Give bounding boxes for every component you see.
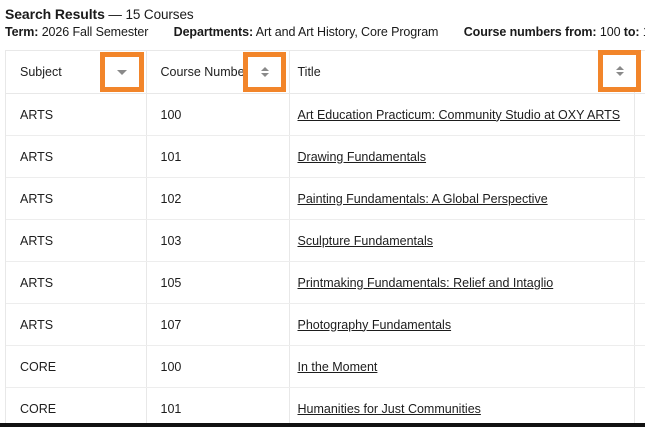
- results-table: Subject Course Number Title: [6, 51, 645, 427]
- table-row[interactable]: CORE 101 Humanities for Just Communities: [6, 387, 645, 427]
- results-table-wrapper: Subject Course Number Title: [5, 50, 645, 427]
- cell-title: Sculpture Fundamentals: [289, 219, 635, 262]
- cell-spacer: [634, 261, 645, 304]
- course-title-link[interactable]: Photography Fundamentals: [297, 317, 452, 332]
- chevron-up-part: [260, 67, 269, 71]
- table-row[interactable]: ARTS 100 Art Education Practicum: Commun…: [6, 93, 645, 136]
- criteria-number-to-label: to:: [623, 25, 640, 39]
- course-title-link[interactable]: Drawing Fundamentals: [297, 149, 427, 164]
- chevron-up-down-icon: [260, 67, 269, 77]
- sort-button-subject[interactable]: [100, 52, 144, 92]
- cell-title: Drawing Fundamentals: [289, 135, 635, 178]
- column-header-title-label: Title: [297, 65, 321, 79]
- cell-spacer: [634, 135, 645, 178]
- table-row[interactable]: ARTS 105 Printmaking Fundamentals: Relie…: [6, 261, 645, 304]
- cell-subject: ARTS: [6, 261, 147, 304]
- viewport-bottom-edge: [0, 423, 645, 427]
- chevron-down-part: [615, 72, 624, 76]
- criteria-number-from-label: Course numbers from:: [463, 25, 597, 39]
- chevron-down-part: [260, 73, 269, 77]
- cell-subject: ARTS: [6, 219, 147, 262]
- cell-course-number: 107: [146, 303, 290, 346]
- cell-subject: ARTS: [6, 303, 147, 346]
- chevron-up-part: [615, 66, 624, 70]
- cell-course-number: 100: [146, 345, 290, 388]
- table-row[interactable]: ARTS 107 Photography Fundamentals: [6, 303, 645, 346]
- search-criteria: Term: 2026 Fall Semester Departments: Ar…: [5, 24, 645, 41]
- cell-title: Humanities for Just Communities: [289, 387, 635, 427]
- page-title: Search Results — 15 Courses: [5, 6, 645, 23]
- cell-subject: ARTS: [6, 177, 147, 220]
- criteria-departments-value: Art and Art History, Core Program: [255, 25, 439, 39]
- cell-title: In the Moment: [289, 345, 635, 388]
- cell-subject: ARTS: [6, 93, 147, 136]
- course-title-link[interactable]: In the Moment: [297, 359, 378, 374]
- cell-course-number: 100: [146, 93, 290, 136]
- table-row[interactable]: ARTS 103 Sculpture Fundamentals: [6, 219, 645, 262]
- cell-spacer: [634, 303, 645, 346]
- criteria-term-value: 2026 Fall Semester: [41, 25, 149, 39]
- cell-subject: CORE: [6, 387, 147, 427]
- page-title-label: Search Results: [5, 6, 105, 22]
- criteria-departments: Departments: Art and Art History, Core P…: [174, 25, 442, 39]
- cell-title: Art Education Practicum: Community Studi…: [289, 93, 635, 136]
- table-row[interactable]: ARTS 101 Drawing Fundamentals: [6, 135, 645, 178]
- cell-course-number: 101: [146, 135, 290, 178]
- cell-spacer: [634, 345, 645, 388]
- cell-course-number: 101: [146, 387, 290, 427]
- cell-title: Painting Fundamentals: A Global Perspect…: [289, 177, 635, 220]
- course-title-link[interactable]: Painting Fundamentals: A Global Perspect…: [297, 191, 548, 206]
- table-row[interactable]: ARTS 102 Painting Fundamentals: A Global…: [6, 177, 645, 220]
- column-header-title[interactable]: Title: [289, 51, 635, 94]
- cell-subject: ARTS: [6, 135, 147, 178]
- cell-course-number: 102: [146, 177, 290, 220]
- cell-title: Printmaking Fundamentals: Relief and Int…: [289, 261, 635, 304]
- table-body: ARTS 100 Art Education Practicum: Commun…: [6, 93, 645, 427]
- criteria-term-label: Term:: [5, 25, 39, 39]
- criteria-departments-label: Departments:: [173, 25, 254, 39]
- search-summary: Search Results — 15 Courses Term: 2026 F…: [5, 6, 645, 41]
- cell-spacer: [634, 177, 645, 220]
- course-title-link[interactable]: Art Education Practicum: Community Studi…: [297, 107, 621, 122]
- column-header-subject-label: Subject: [20, 65, 62, 79]
- cell-spacer: [634, 93, 645, 136]
- cell-subject: CORE: [6, 345, 147, 388]
- course-title-link[interactable]: Sculpture Fundamentals: [297, 233, 434, 248]
- sort-button-course-number[interactable]: [243, 52, 286, 92]
- cell-spacer: [634, 387, 645, 427]
- course-title-link[interactable]: Printmaking Fundamentals: Relief and Int…: [297, 275, 554, 290]
- criteria-term: Term: 2026 Fall Semester: [5, 25, 152, 39]
- criteria-number-to-value: 120: [643, 25, 645, 39]
- column-header-course-number-label: Course Number: [160, 65, 249, 79]
- cell-course-number: 105: [146, 261, 290, 304]
- course-title-link[interactable]: Humanities for Just Communities: [297, 401, 481, 416]
- result-count: 15 Courses: [125, 7, 194, 22]
- cell-spacer: [634, 219, 645, 262]
- caret-down-icon: [117, 69, 127, 75]
- cell-title: Photography Fundamentals: [289, 303, 635, 346]
- table-row[interactable]: CORE 100 In the Moment: [6, 345, 645, 388]
- sort-button-title[interactable]: [598, 50, 641, 92]
- cell-course-number: 103: [146, 219, 290, 262]
- chevron-up-down-icon: [615, 66, 624, 76]
- page-title-dash: —: [104, 7, 126, 22]
- criteria-course-numbers: Course numbers from: 100 to: 120: [464, 25, 645, 39]
- criteria-number-from-value: 100: [599, 25, 621, 39]
